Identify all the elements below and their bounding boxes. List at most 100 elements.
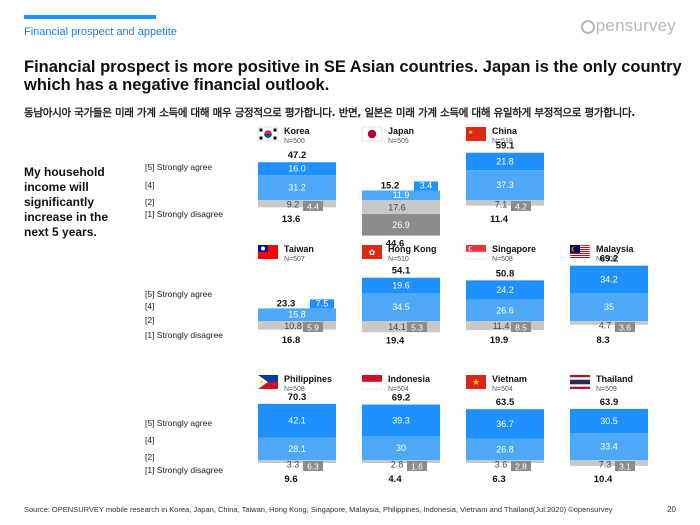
bar-segment-agree — [466, 438, 544, 460]
total-agree: 15.2 — [381, 180, 400, 191]
value-strongly-agree: 16.0 — [288, 164, 306, 174]
country-name: Malaysia — [596, 244, 635, 254]
korea-flag — [264, 134, 272, 138]
bar-segment-disagree — [570, 460, 648, 466]
total-agree: 63.9 — [600, 397, 619, 408]
value-strongly-disagree: 3.6 — [619, 323, 631, 333]
bar-segment-strongly-agree — [362, 404, 440, 436]
hongkong-flag — [362, 245, 382, 259]
value-disagree: 17.6 — [388, 203, 406, 213]
bar-segment-agree — [362, 190, 440, 200]
sample-size: N=504 — [388, 386, 409, 393]
sample-size: N=506 — [596, 256, 617, 263]
value-strongly-agree: 24.2 — [496, 285, 514, 295]
bar-segment-strongly-agree — [570, 265, 648, 293]
korea-flag — [273, 136, 277, 140]
bar-segment-strongly-disagree — [615, 461, 635, 471]
value-strongly-agree: 21.8 — [496, 156, 514, 166]
legend-label-4: [1] Strongly disagree — [145, 209, 223, 219]
country-name: Hong Kong — [388, 244, 437, 254]
logo-text: pensurvey — [595, 16, 676, 35]
value-agree: 33.4 — [600, 442, 618, 452]
value-disagree: 14.1 — [388, 322, 406, 332]
value-strongly-agree: 7.5 — [316, 298, 329, 308]
sample-size: N=500 — [284, 138, 305, 145]
legend-label-3: [2] — [145, 197, 154, 207]
legend-label-1: [5] Strongly agree — [145, 418, 212, 428]
total-disagree: 6.3 — [492, 474, 505, 485]
bar-segment-agree — [362, 436, 440, 460]
value-strongly-disagree: 8.5 — [515, 323, 527, 333]
bar-segment-strongly-agree — [570, 408, 648, 434]
bar-segment-strongly-disagree — [303, 322, 323, 332]
bar-segment-disagree — [258, 321, 336, 330]
value-disagree: 3.3 — [287, 460, 300, 470]
bar-segment-strongly-disagree — [303, 461, 323, 471]
legend-label-4: [1] Strongly disagree — [145, 330, 223, 340]
sample-size: N=507 — [284, 256, 305, 263]
korea-flag — [273, 128, 277, 132]
value-strongly-agree: 36.7 — [496, 419, 514, 429]
value-agree: 11.9 — [393, 190, 410, 200]
total-disagree: 13.6 — [282, 214, 301, 225]
singapore-flag — [465, 251, 487, 260]
bar-segment-agree — [362, 293, 440, 321]
taiwan-flag — [261, 246, 265, 251]
total-disagree: 4.4 — [388, 474, 402, 485]
page-title: Financial prospect is more positive in S… — [24, 58, 682, 94]
philippines-flag — [258, 382, 278, 389]
total-agree: 63.5 — [496, 397, 515, 408]
vietnam-flag — [466, 375, 486, 389]
total-agree: 59.1 — [496, 141, 515, 152]
value-disagree: 9.2 — [287, 200, 300, 210]
section-label: Financial prospect and appetite — [24, 26, 177, 38]
value-strongly-disagree: 26.9 — [392, 220, 410, 230]
malaysia-flag — [570, 255, 590, 256]
philippines-flag — [260, 380, 263, 384]
value-disagree: 2.8 — [391, 460, 404, 470]
legend-label-2: [4] — [145, 301, 154, 311]
legend-label-4: [1] Strongly disagree — [145, 465, 223, 475]
total-agree: 54.1 — [392, 266, 411, 277]
value-agree: 37.3 — [496, 180, 514, 190]
bar-segment-disagree — [570, 321, 648, 325]
country-name: Indonesia — [388, 374, 431, 384]
value-agree: 31.2 — [288, 183, 306, 193]
bar-segment-disagree — [362, 321, 440, 333]
total-disagree: 9.6 — [284, 474, 297, 485]
opensurvey-logo: pensurvey — [580, 16, 676, 36]
total-agree: 47.2 — [288, 150, 307, 161]
value-disagree: 7.1 — [495, 200, 508, 210]
sample-size: N=505 — [388, 138, 409, 145]
legend-label-3: [2] — [145, 315, 154, 325]
bar-segment-strongly-agree — [310, 299, 334, 309]
singapore-flag — [466, 245, 486, 252]
value-strongly-agree: 19.6 — [392, 281, 410, 291]
bar-segment-disagree — [362, 460, 440, 463]
legend-label-1: [5] Strongly agree — [145, 162, 212, 172]
bar-segment-agree — [466, 170, 544, 200]
value-strongly-disagree: 3.1 — [619, 462, 631, 472]
total-agree: 23.3 — [277, 298, 296, 309]
bar-segment-agree — [570, 433, 648, 460]
china-flag — [466, 127, 486, 141]
total-agree: 50.8 — [496, 268, 515, 279]
total-disagree: 19.4 — [386, 335, 405, 346]
value-strongly-agree: 3.4 — [420, 180, 433, 190]
value-agree: 15.8 — [288, 310, 306, 320]
bar-segment-disagree — [258, 460, 336, 463]
sample-size: N=504 — [492, 386, 513, 393]
malaysia-flag — [572, 246, 577, 252]
value-disagree: 7.3 — [599, 460, 612, 470]
bar-segment-disagree — [466, 321, 544, 331]
malaysia-flag — [570, 257, 590, 258]
bar-segment-strongly-agree — [466, 152, 544, 171]
value-strongly-agree: 39.3 — [392, 415, 410, 425]
value-strongly-disagree: 1.6 — [411, 462, 423, 472]
bar-segment-strongly-agree — [362, 277, 440, 294]
country-name: Philippines — [284, 374, 332, 384]
total-agree: 69.2 — [392, 393, 411, 404]
value-strongly-disagree: 4.4 — [307, 202, 319, 212]
country-name: Taiwan — [284, 244, 314, 254]
